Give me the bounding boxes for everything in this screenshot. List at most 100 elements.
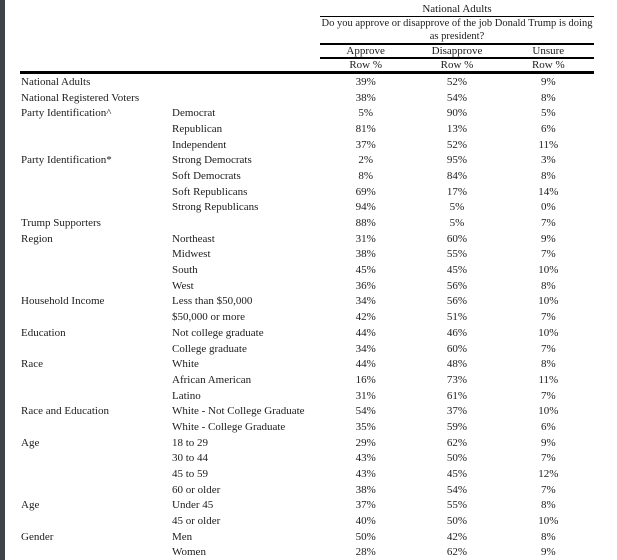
disapprove-value: 50% xyxy=(446,515,468,528)
row-subcategory-label: West xyxy=(172,279,194,292)
table-row: 45 to 59 43% 45% 12% xyxy=(20,466,594,482)
row-category-label: Trump Supporters xyxy=(21,217,101,230)
table-row: Soft Democrats 8% 84% 8% xyxy=(20,168,594,184)
approve-value: 31% xyxy=(355,232,376,245)
unsure-value: 14% xyxy=(538,185,559,198)
disapprove-value: 59% xyxy=(446,420,468,433)
unsure-value: 7% xyxy=(540,342,556,355)
approve-value: 16% xyxy=(355,373,376,386)
row-subcategory-label: White - Not College Graduate xyxy=(172,405,305,418)
row-subcategory-label: $50,000 or more xyxy=(172,311,246,324)
approve-value: 2% xyxy=(358,154,373,167)
approve-value: 44% xyxy=(355,326,376,339)
disapprove-value: 62% xyxy=(446,436,468,449)
table-row: Race and Education White - Not College G… xyxy=(20,403,594,419)
table-row: White - College Graduate 35% 59% 6% xyxy=(20,419,594,435)
row-subcategory-label: Not college graduate xyxy=(172,326,264,339)
disapprove-value: 42% xyxy=(446,530,468,543)
unsure-value: 8% xyxy=(540,499,556,512)
row-category-label: Race xyxy=(21,358,43,371)
row-subcategory-label: Northeast xyxy=(172,232,215,245)
row-subcategory-label: Republican xyxy=(172,122,223,135)
row-subcategory-label: White xyxy=(172,358,199,371)
table-row: 45 or older 40% 50% 10% xyxy=(20,513,594,529)
row-subcategory-label: White - College Graduate xyxy=(172,420,286,433)
table-row: Strong Republicans 94% 5% 0% xyxy=(20,200,594,216)
disapprove-value: 56% xyxy=(446,279,468,292)
row-percent-label: Row % xyxy=(440,59,474,71)
row-subcategory-label: Soft Democrats xyxy=(172,169,241,182)
table-row: Age Under 45 37% 55% 8% xyxy=(20,498,594,514)
unsure-value: 3% xyxy=(540,154,556,167)
row-subcategory-label: African American xyxy=(172,373,252,386)
row-category-label: Household Income xyxy=(21,295,105,308)
row-subcategory-label: 18 to 29 xyxy=(172,436,209,449)
disapprove-value: 45% xyxy=(446,264,468,277)
approve-value: 38% xyxy=(355,483,376,496)
unsure-value: 7% xyxy=(540,389,556,402)
column-header-unsure: Unsure xyxy=(532,45,565,57)
row-category-label: Age xyxy=(21,436,40,449)
disapprove-value: 48% xyxy=(446,358,468,371)
table-row: Household Income Less than $50,000 34% 5… xyxy=(20,294,594,310)
disapprove-value: 62% xyxy=(446,546,468,559)
disapprove-value: 61% xyxy=(446,389,468,402)
disapprove-value: 56% xyxy=(446,295,468,308)
approve-value: 29% xyxy=(355,436,376,449)
row-subcategory-label: 45 to 59 xyxy=(172,468,209,481)
unsure-value: 11% xyxy=(538,373,559,386)
unsure-value: 0% xyxy=(540,201,556,214)
table-row: National Adults 39% 52% 9% xyxy=(20,74,594,90)
disapprove-value: 60% xyxy=(446,232,468,245)
table-row: African American 16% 73% 11% xyxy=(20,372,594,388)
table-row: 30 to 44 43% 50% 7% xyxy=(20,451,594,467)
disapprove-value: 90% xyxy=(446,107,468,120)
table-row: Midwest 38% 55% 7% xyxy=(20,247,594,263)
row-subcategory-label: Men xyxy=(172,530,193,543)
unsure-value: 8% xyxy=(540,279,556,292)
approve-value: 38% xyxy=(355,248,376,261)
row-subcategory-label: South xyxy=(172,264,198,277)
table-row: Gender Men 50% 42% 8% xyxy=(20,529,594,545)
approve-value: 43% xyxy=(355,452,376,465)
approve-value: 31% xyxy=(355,389,376,402)
unsure-value: 12% xyxy=(538,468,559,481)
table-question: Do you approve or disapprove of the job … xyxy=(320,17,594,45)
unsure-value: 10% xyxy=(538,326,559,339)
row-category-label: Party Identification* xyxy=(21,154,112,167)
approve-value: 94% xyxy=(355,201,376,214)
unsure-value: 8% xyxy=(540,91,556,104)
approve-value: 8% xyxy=(358,169,373,182)
unsure-value: 10% xyxy=(538,515,559,528)
disapprove-value: 84% xyxy=(446,169,468,182)
table-row: Soft Republicans 69% 17% 14% xyxy=(20,184,594,200)
table-row: Education Not college graduate 44% 46% 1… xyxy=(20,325,594,341)
approve-value: 39% xyxy=(355,75,376,88)
unsure-value: 7% xyxy=(540,452,556,465)
column-header-approve: Approve xyxy=(346,45,385,57)
approve-value: 50% xyxy=(355,530,376,543)
disapprove-value: 52% xyxy=(446,138,468,151)
approve-value: 88% xyxy=(355,217,376,230)
row-subcategory-label: Independent xyxy=(172,138,227,151)
row-subcategory-label: 60 or older xyxy=(172,483,221,496)
table-group-title: National Adults xyxy=(320,0,594,17)
row-subcategory-label: 30 to 44 xyxy=(172,452,209,465)
table-row: Age 18 to 29 29% 62% 9% xyxy=(20,435,594,451)
table-row: 60 or older 38% 54% 7% xyxy=(20,482,594,498)
disapprove-value: 52% xyxy=(446,75,468,88)
row-subcategory-label: Strong Republicans xyxy=(172,201,259,214)
approve-value: 34% xyxy=(355,342,376,355)
unsure-value: 10% xyxy=(538,405,559,418)
table-row: College graduate 34% 60% 7% xyxy=(20,341,594,357)
disapprove-value: 51% xyxy=(446,311,468,324)
disapprove-value: 55% xyxy=(446,499,468,512)
column-header-row: Approve Disapprove Unsure xyxy=(320,45,594,59)
table-row: $50,000 or more 42% 51% 7% xyxy=(20,309,594,325)
disapprove-value: 60% xyxy=(446,342,468,355)
disapprove-value: 45% xyxy=(446,468,468,481)
approve-value: 81% xyxy=(355,122,376,135)
row-category-label: Gender xyxy=(21,530,54,543)
table-row: Race White 44% 48% 8% xyxy=(20,356,594,372)
disapprove-value: 73% xyxy=(446,373,468,386)
